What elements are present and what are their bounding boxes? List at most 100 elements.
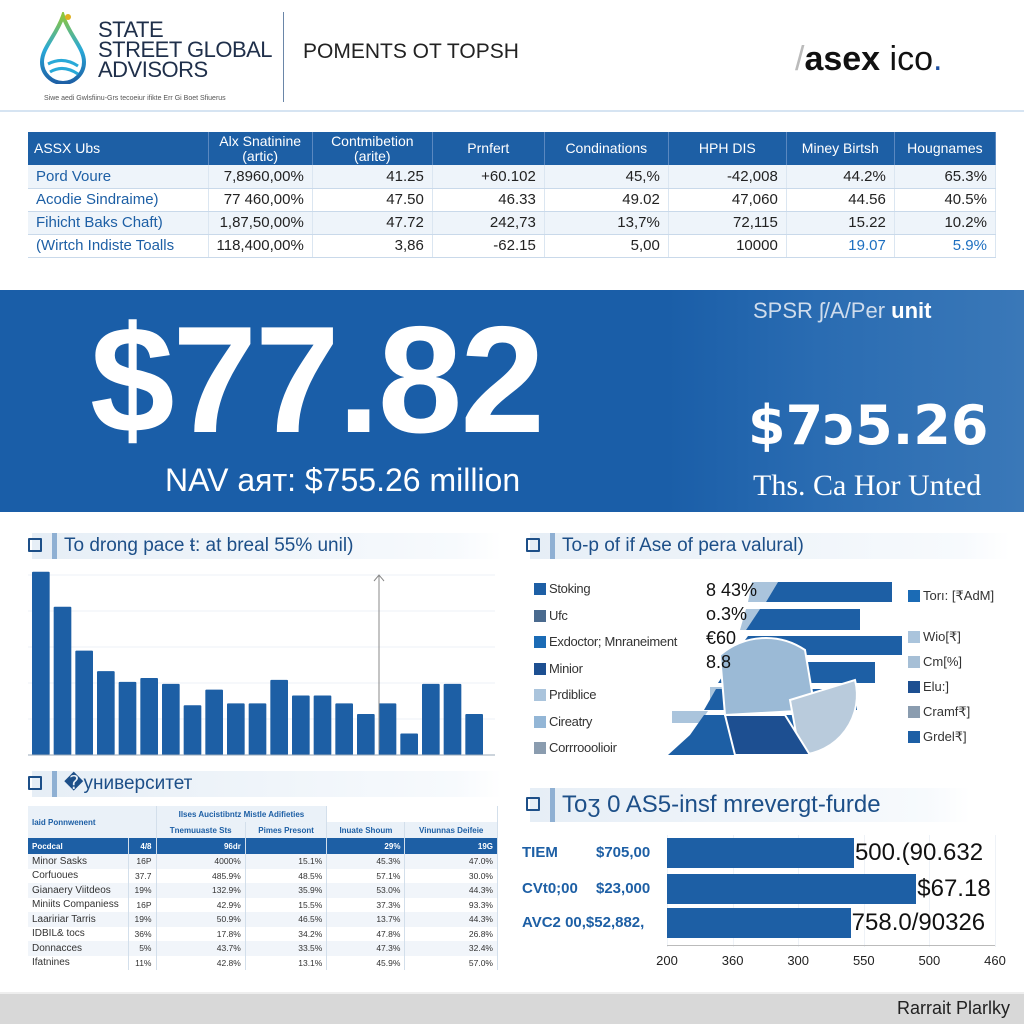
bar [270, 679, 288, 755]
legend-label: Elu:] [923, 679, 950, 694]
legend-label: Minior [549, 660, 583, 676]
value-label: o.3% [706, 604, 748, 624]
table-cell: 5,00 [544, 234, 669, 258]
chart-segment [672, 711, 708, 723]
table-cell: 49.02 [544, 188, 669, 212]
table-cell: 42.9% [156, 897, 246, 912]
table-cell: 17.8% [156, 926, 246, 941]
table-cell: 5% [128, 941, 157, 956]
bar [667, 838, 854, 868]
table-cell: 37.7 [128, 868, 157, 883]
footer: Rarrait Plarlky [0, 992, 1024, 1024]
legend-swatch [534, 583, 546, 595]
divider [283, 12, 284, 102]
table-cell: 26.8% [404, 926, 498, 941]
table-cell: Fihicht Baks Chaft) [28, 211, 209, 235]
table-cell: 10000 [668, 234, 787, 258]
table-cell: 46.33 [432, 188, 545, 212]
clipboard-icon [28, 776, 42, 790]
table-cell: 50.9% [156, 912, 246, 927]
column-header: Miney Birtsh [786, 132, 895, 165]
table-cell: 7,8960,00% [208, 165, 313, 189]
legend-label: Exdoctor; Mnraneiment [549, 634, 678, 649]
nav-banner [0, 290, 1024, 512]
table-cell: 16P [128, 897, 157, 912]
footer-text: Rarrait Plarlky [896, 998, 1010, 1018]
header: STATE STREET GLOBAL ADVISORS Siwe aedi G… [0, 0, 1024, 112]
table-cell: Ifatnines [28, 955, 129, 970]
table-cell: 13,7% [544, 211, 669, 235]
bar [140, 677, 158, 755]
table-row: Corfuoues 37.7 485.9% 48.5% 57.1% 30.0% [28, 868, 498, 883]
table-cell: 44.3% [404, 912, 498, 927]
table-cell: 65.3% [894, 165, 997, 189]
water-drop-logo-icon [39, 12, 87, 84]
legend-swatch [908, 731, 920, 743]
table-cell: 43.7% [156, 941, 246, 956]
table-cell: 44.3% [404, 883, 498, 898]
title-accent [52, 771, 57, 797]
legend-item: Exdoctor; Mnraneiment [534, 634, 700, 650]
bar [400, 733, 418, 755]
table-cell: Minor Sasks [28, 854, 129, 869]
legend-swatch [908, 681, 920, 693]
table-row: IDBIL& tocs 36% 17.8% 34.2% 47.8% 26.8% [28, 926, 498, 941]
table-row: Laaririar Tarris 19% 50.9% 46.5% 13.7% 44.3% [28, 912, 498, 927]
bar [422, 683, 440, 755]
brand-logo: /asex ico. [795, 40, 943, 78]
table-row: Pord Voure 7,8960,00% 41.25 +60.102 45,% -42,… [28, 165, 997, 189]
table-cell: 93.3% [404, 897, 498, 912]
legend-item: Minior [534, 661, 700, 677]
x-tick-label: 360 [721, 953, 744, 968]
bar [443, 683, 462, 755]
table-header-row: ASSX Ubs Alx Snatinine (artic) Contmibet… [28, 132, 997, 165]
table-cell: 10.2% [894, 211, 997, 235]
unit-label-bold: unit [891, 298, 932, 323]
legend-label: Ufc [549, 607, 568, 623]
table-cell: 47,060 [668, 188, 787, 212]
table-cell: Donnacces [28, 941, 129, 956]
unit-label: SPSR ʃ/A/Per unit [753, 298, 931, 324]
table-cell: 48.5% [245, 868, 328, 883]
table-cell: Laaririar Tarris [28, 912, 129, 927]
table-cell: 46.5% [245, 912, 328, 927]
document-title: POMENTS OT TOPSH [303, 40, 519, 63]
bar [465, 714, 483, 755]
column-header: Condinations [544, 132, 669, 165]
legend-item: Prdiblice [534, 687, 700, 703]
section-title-text: To drong pace ŧ: at breal 55% unil) [64, 535, 354, 556]
table-cell: 5.9% [894, 234, 997, 258]
logo-line: STREET GLOBAL [98, 37, 273, 62]
legend-label: Grdel₹] [923, 729, 967, 744]
bar-chart [28, 571, 495, 756]
corner-header: Iaid Ponnwenent [28, 806, 157, 838]
table-cell: Acodie Sindraime) [28, 188, 209, 212]
bar [205, 689, 223, 755]
legend-label: Corrrooolioir [549, 740, 617, 755]
bar [335, 703, 353, 755]
legend-label: Wio[₹] [923, 629, 961, 644]
legend-swatch [534, 742, 546, 754]
unit-label-text: SPSR ʃ/A/Per [753, 298, 892, 323]
title-accent [550, 788, 555, 822]
chart-segment [748, 582, 778, 602]
table-cell: 33.5% [245, 941, 328, 956]
sub-header: Vinunnas Deifeie [404, 822, 498, 838]
brand-light: ico [889, 40, 934, 78]
table-cell: 47.3% [326, 941, 406, 956]
table-cell: 13.7% [326, 912, 406, 927]
legend-label: Cireatry [549, 713, 593, 729]
bar [183, 705, 202, 755]
table-cell: Miniits Companiess [28, 897, 129, 912]
table-row: Gianaery Viitdeos 19% 132.9% 35.9% 53.0% 44.3… [28, 883, 498, 898]
table-cell: 19% [128, 883, 157, 898]
x-axis [667, 945, 995, 946]
table-cell: 19% [128, 912, 157, 927]
table-cell: 41.25 [312, 165, 433, 189]
table-cell: 15.22 [786, 211, 895, 235]
header-cell: 29% [326, 838, 406, 854]
legend-label: Stoking [549, 581, 591, 596]
table-cell: 47.72 [312, 211, 433, 235]
pie-slice [723, 714, 812, 756]
legend-item: Elu:] [908, 679, 1018, 695]
